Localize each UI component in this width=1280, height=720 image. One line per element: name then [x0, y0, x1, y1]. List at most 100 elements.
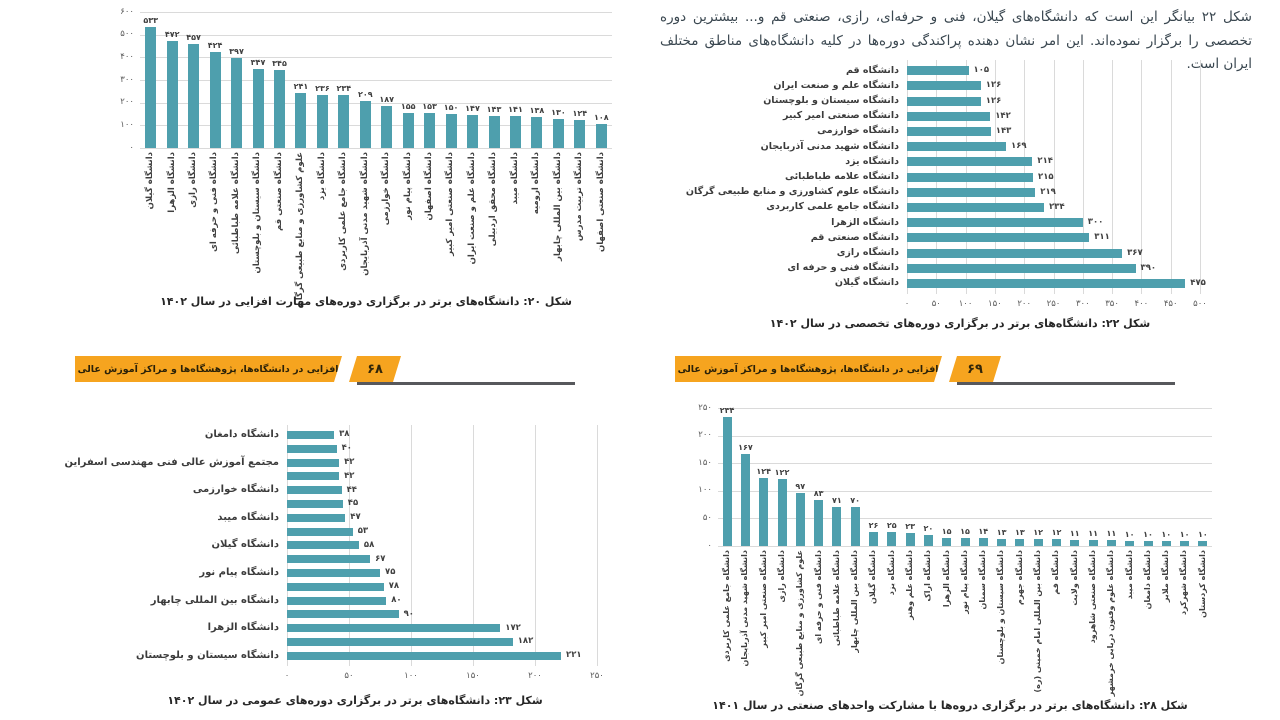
bar	[907, 157, 1033, 167]
bar	[759, 477, 769, 546]
bar-value-label: ۳۹۰	[1140, 262, 1157, 273]
bar-value-label: ۱۴	[978, 527, 989, 537]
category-label: دانشگاه پیام نور	[956, 550, 974, 690]
banner-title-text: مهارت‌افزایی در دانشگاه‌ها، پژوهشگاه‌ها …	[47, 363, 370, 375]
bar	[295, 93, 307, 148]
category-label-text: دانشگاه شهرکرد	[1179, 550, 1189, 616]
bar-value-label: ۲۴۱	[293, 82, 309, 92]
bar-value-label: ۲۰	[923, 524, 934, 533]
bar-value-label: ۱۱	[1088, 528, 1098, 538]
bar	[814, 500, 824, 546]
bar-value-label: ۲۳۴	[1049, 201, 1065, 212]
category-label-text: دانشگاه بین المللی چابهار	[850, 550, 860, 653]
bar	[1070, 539, 1080, 546]
bar-value-label: ۹۷	[795, 481, 806, 491]
category-label: دانشگاه دامغان	[1139, 550, 1157, 690]
gridline	[718, 435, 1212, 437]
bar	[287, 555, 371, 564]
category-label: دانشگاه صنعتی امیر کبیر	[755, 550, 773, 690]
bar	[287, 513, 346, 522]
bar-value-label: ۵۸	[363, 539, 375, 550]
bar-value-label: ۶۷	[375, 553, 386, 564]
y-axis-tick-label: ۱۵۰	[698, 457, 712, 468]
bar	[740, 453, 750, 546]
bar	[795, 492, 805, 546]
category-label: دانشگاه شهید مدنی آذربایجان	[760, 140, 899, 152]
bar	[402, 112, 414, 148]
bar	[574, 119, 586, 148]
category-label: دانشگاه سیستان و بلوچستان	[763, 95, 899, 106]
category-label-text: دانشگاه الزهرا	[941, 550, 951, 608]
bar-value-label: ۱۳۸	[529, 105, 545, 115]
bar	[424, 113, 436, 148]
category-label: دانشگاه علم وهنر	[901, 550, 919, 690]
gridline	[473, 425, 474, 666]
bar-value-label: ۱۴۱	[508, 105, 523, 114]
x-axis-tick-label: ۵۰۰	[1193, 299, 1207, 309]
bar	[488, 115, 500, 148]
category-label: دانشگاه جامع علمی کاربردی	[718, 550, 736, 690]
gridline	[718, 463, 1212, 465]
category-label-text: علوم کشاورزی و منابع طبیعی گرگان	[795, 550, 805, 697]
banner-title-strip: مهارت‌افزایی در دانشگاه‌ها، پژوهشگاه‌ها …	[675, 356, 942, 382]
category-label-text: دانشگاه گیلان	[868, 550, 878, 604]
bar	[907, 142, 1006, 152]
category-label: علوم کشاورزی و منابع طبیعی گرگان	[791, 550, 809, 697]
bar	[907, 278, 1186, 288]
category-label: دانشگاه جامع علمی کاربردی	[766, 201, 899, 213]
bar-value-label: ۴۲	[344, 470, 355, 481]
bar-value-label: ۲۰۹	[357, 89, 373, 99]
bar	[381, 105, 393, 148]
category-label: دانشگاه دامغان	[204, 428, 279, 440]
category-label-text: دانشگاه فنی و حرفه ای	[813, 550, 823, 644]
category-label: دانشگاه یزد	[845, 155, 899, 167]
bar-value-label: ۴۷	[350, 512, 361, 523]
bar	[997, 538, 1007, 546]
gridline	[535, 425, 536, 666]
bar	[287, 486, 342, 495]
bar	[287, 444, 337, 453]
bar	[595, 123, 607, 148]
category-label: دانشگاه رازی	[836, 247, 899, 258]
y-axis-tick-label: ۱۰۰	[698, 485, 712, 496]
x-axis-tick-label: ۱۰۰	[404, 670, 418, 681]
category-label: دانشگاه اراک	[919, 550, 937, 690]
bar-value-label: ۳۶۷	[1127, 247, 1143, 258]
category-label-text: دانشگاه کردستان	[1197, 550, 1207, 618]
gridline	[1053, 60, 1055, 294]
bar-value-label: ۸۳	[813, 489, 824, 499]
category-label: دانشگاه سیستان و بلوچستان	[136, 649, 279, 661]
bar	[467, 114, 478, 148]
bar	[316, 94, 328, 148]
category-label-text: دانشگاه جهرم	[1014, 550, 1024, 606]
bar	[887, 532, 897, 546]
y-axis-tick-label: ۰	[707, 540, 712, 551]
bar-value-label: ۱۴۳	[995, 125, 1012, 136]
bar-value-label: ۴۴	[346, 484, 357, 495]
bar-value-label: ۱۱	[1069, 528, 1080, 538]
x-axis-tick-label: ۳۵۰	[1105, 299, 1119, 309]
x-axis-tick-label: ۱۰۰	[958, 299, 973, 309]
bar-value-label: ۴۲	[344, 457, 355, 467]
category-label: دانشگاه خوارزمی	[192, 484, 279, 496]
bar	[552, 118, 564, 148]
gridline	[718, 518, 1212, 520]
category-label-text: دانشگاه سمنان	[978, 550, 988, 610]
bar-value-label: ۴۲۴	[207, 40, 223, 50]
bar-value-label: ۱۴۷	[465, 103, 480, 113]
bar-value-label: ۲۳	[905, 522, 915, 532]
bar	[907, 263, 1136, 273]
bar-value-label: ۱۰	[1179, 529, 1190, 539]
bar	[722, 416, 732, 546]
category-label-text: دانشگاه جامع علمی کاربردی	[722, 550, 731, 662]
category-label-text: دانشگاه رازی	[776, 550, 786, 603]
x-axis-tick-label: ۲۰۰	[1017, 299, 1032, 309]
category-label: دانشگاه صنعتی قم	[810, 231, 899, 243]
bar	[1033, 539, 1043, 546]
bar-value-label: ۳۱۱	[1094, 232, 1110, 243]
bar	[907, 172, 1033, 182]
category-label: دانشگاه گیلان	[834, 277, 899, 289]
bar	[907, 66, 969, 76]
